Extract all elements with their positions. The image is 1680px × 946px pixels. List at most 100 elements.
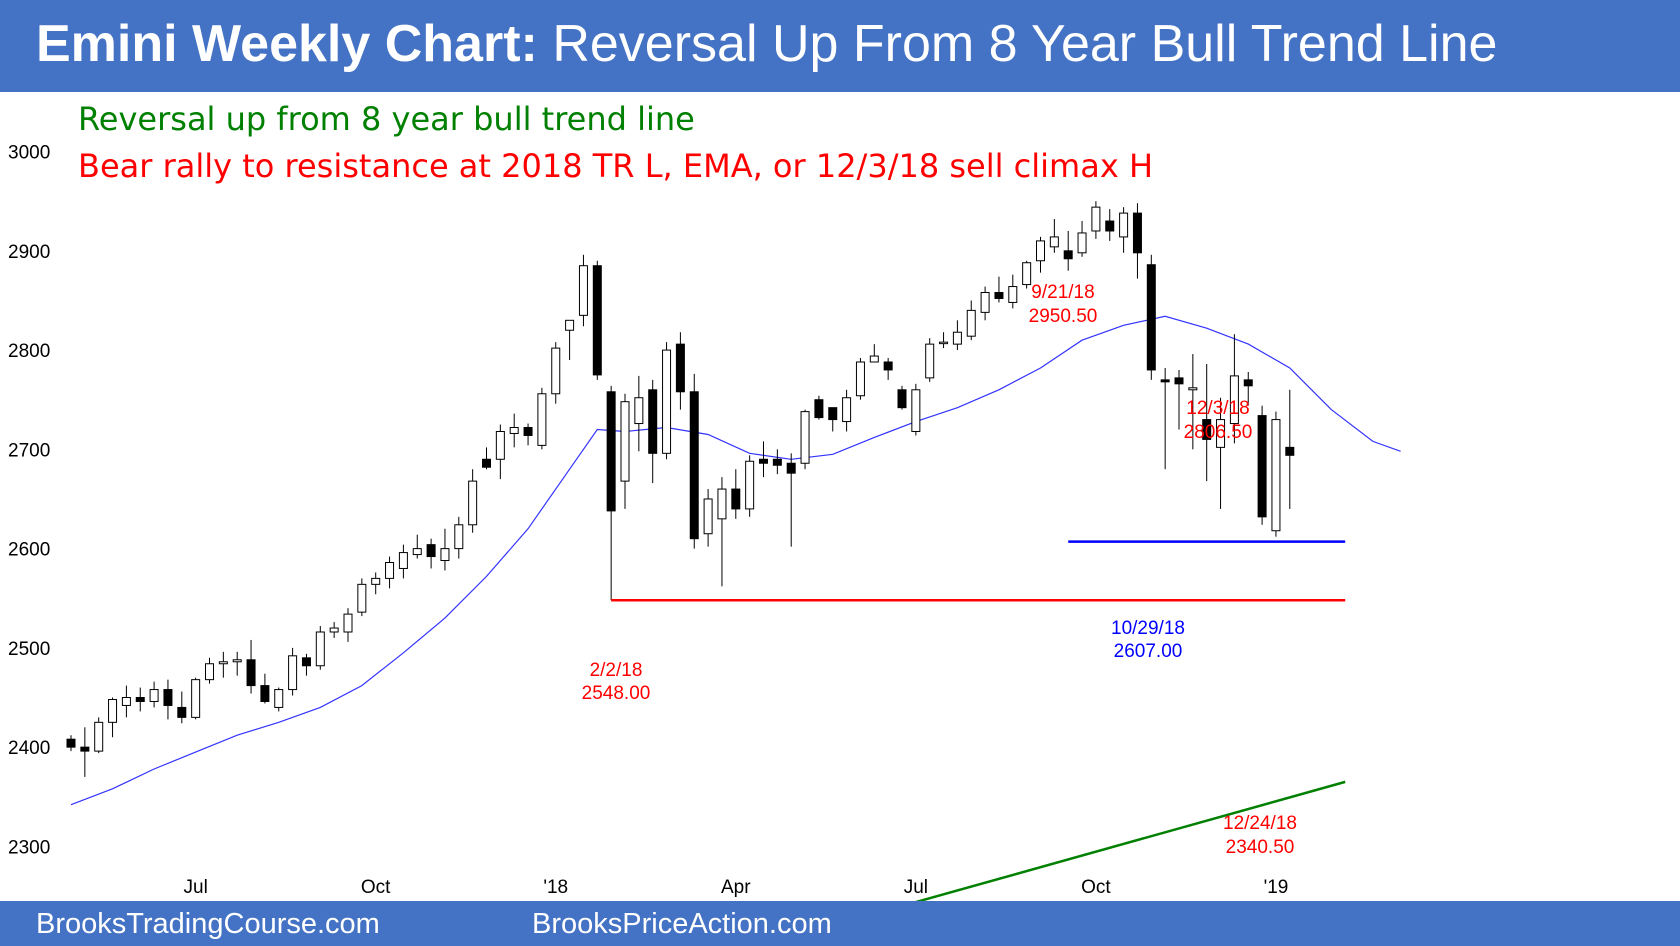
annotation-value: 2950.50 bbox=[1029, 306, 1098, 327]
bull-trend-line bbox=[915, 780, 1346, 901]
candle-body bbox=[689, 391, 699, 540]
candle bbox=[1105, 209, 1115, 241]
candle-body bbox=[1077, 232, 1087, 254]
candle bbox=[495, 424, 505, 480]
x-axis: Jul Oct '18 Apr Jul Oct '19 bbox=[184, 877, 1289, 898]
candle bbox=[786, 453, 796, 547]
candle-body bbox=[1091, 206, 1101, 232]
title-banner: Emini Weekly Chart: Reversal Up From 8 Y… bbox=[0, 0, 1680, 92]
candle bbox=[412, 534, 422, 559]
candle-body bbox=[260, 685, 270, 702]
candle bbox=[371, 572, 381, 595]
candle bbox=[1216, 397, 1226, 509]
candle bbox=[1257, 405, 1267, 525]
candle-body bbox=[482, 458, 491, 468]
candle-body bbox=[468, 480, 478, 526]
candle-body bbox=[1160, 379, 1170, 383]
candle-body bbox=[855, 361, 865, 397]
candle bbox=[551, 342, 561, 404]
candle bbox=[1036, 236, 1045, 273]
candle bbox=[509, 413, 519, 448]
candle bbox=[288, 647, 298, 696]
annotation-date: 9/21/18 bbox=[1031, 282, 1094, 303]
candle bbox=[717, 477, 727, 587]
candle-body bbox=[800, 411, 810, 464]
candle bbox=[343, 608, 353, 642]
footer-link-trading-course[interactable]: BrooksTradingCourse.com bbox=[36, 908, 380, 940]
annotation-value: 2607.00 bbox=[1114, 641, 1183, 662]
candle-body bbox=[952, 331, 962, 345]
y-tick-label: 2600 bbox=[8, 540, 50, 561]
candle bbox=[1063, 230, 1073, 271]
footer-link-price-action[interactable]: BrooksPriceAction.com bbox=[532, 908, 832, 940]
candle bbox=[1119, 207, 1129, 253]
title-bold: Emini Weekly Chart: bbox=[36, 15, 538, 73]
candle bbox=[1077, 221, 1087, 257]
candle-body bbox=[357, 583, 367, 613]
candle-body bbox=[966, 309, 976, 337]
candle-body bbox=[980, 292, 990, 313]
candle bbox=[149, 681, 159, 708]
candle bbox=[842, 389, 852, 432]
candle bbox=[426, 538, 436, 569]
x-tick-label: Apr bbox=[721, 877, 751, 898]
candle bbox=[620, 393, 630, 509]
candle-body bbox=[911, 389, 921, 432]
candle bbox=[578, 254, 588, 327]
candle-body bbox=[717, 488, 727, 520]
candle bbox=[994, 276, 1004, 303]
candle bbox=[218, 651, 228, 678]
candle-body bbox=[329, 627, 339, 633]
candles bbox=[66, 201, 1295, 777]
candle-body bbox=[1216, 419, 1226, 448]
y-tick-label: 2800 bbox=[8, 341, 50, 362]
x-tick-label: Jul bbox=[184, 877, 208, 898]
annotation-date: 2/2/18 bbox=[590, 660, 643, 681]
annotation-9-21-18: 9/21/18 2950.50 bbox=[1029, 282, 1098, 327]
candle bbox=[1049, 219, 1059, 253]
candle bbox=[537, 387, 547, 450]
candle bbox=[980, 286, 990, 321]
y-tick-label: 2900 bbox=[8, 242, 50, 263]
candle-body bbox=[1174, 377, 1184, 385]
candle-body bbox=[1063, 250, 1073, 260]
candle bbox=[648, 379, 658, 484]
candle bbox=[1008, 274, 1018, 309]
note-reversal: Reversal up from 8 year bull trend line bbox=[78, 100, 695, 138]
candle bbox=[855, 358, 865, 400]
candle-body bbox=[814, 399, 824, 419]
candle-body bbox=[1285, 446, 1295, 456]
candle-body bbox=[578, 265, 588, 316]
candle-body bbox=[288, 655, 298, 691]
candle bbox=[1022, 260, 1032, 289]
candle-body bbox=[551, 347, 561, 395]
candle-body bbox=[232, 659, 242, 663]
candle bbox=[1188, 354, 1198, 450]
candle-body bbox=[108, 698, 118, 723]
candle-body bbox=[301, 657, 311, 667]
candle bbox=[163, 679, 173, 720]
candle bbox=[232, 651, 242, 676]
candle bbox=[772, 449, 782, 475]
candle bbox=[1091, 201, 1101, 239]
candle bbox=[731, 469, 741, 519]
candle-body bbox=[759, 458, 768, 464]
weekly-candlestick-chart: 2300 2400 2500 2600 2700 2800 2900 3000 Jul Oct '… bbox=[8, 143, 1401, 901]
candle bbox=[260, 673, 270, 704]
candle-body bbox=[371, 577, 381, 585]
candle-body bbox=[191, 679, 201, 718]
candle bbox=[883, 358, 893, 380]
y-tick-label: 2700 bbox=[8, 440, 50, 461]
candle-body bbox=[177, 706, 187, 718]
candle bbox=[1146, 254, 1156, 380]
x-tick-label: Oct bbox=[1081, 877, 1111, 898]
candle bbox=[1132, 203, 1142, 279]
candle bbox=[94, 717, 104, 754]
annotation-2-2-18: 2/2/18 2548.00 bbox=[582, 660, 651, 704]
candle bbox=[911, 383, 921, 436]
candle-body bbox=[205, 663, 214, 681]
candle-body bbox=[786, 462, 796, 474]
candle bbox=[315, 626, 325, 670]
candle bbox=[329, 622, 339, 638]
candle bbox=[385, 556, 395, 589]
